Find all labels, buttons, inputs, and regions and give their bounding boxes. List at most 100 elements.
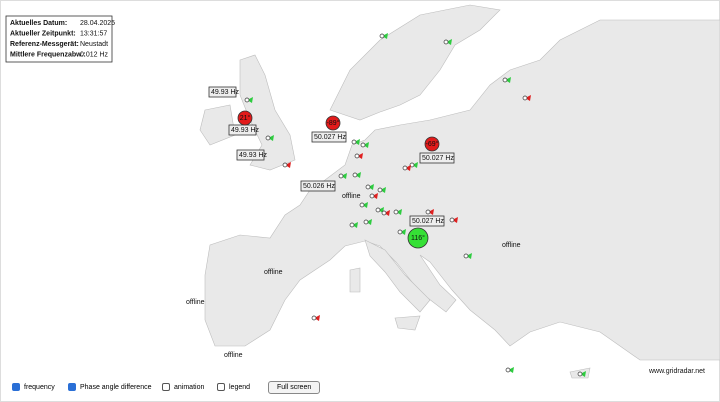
phase-wedge — [247, 97, 253, 103]
phase-circle — [424, 136, 440, 152]
phase-label: 116° — [411, 234, 425, 242]
checkbox[interactable]: animation — [162, 383, 204, 391]
info-value: 13:31:57 — [80, 30, 107, 37]
phase-wedge — [384, 210, 390, 216]
italy — [364, 239, 431, 313]
station-dot — [381, 210, 387, 216]
phase-wedge — [508, 367, 514, 373]
station-dot — [265, 135, 271, 141]
frequency-label: 50.026 Hz — [303, 183, 335, 190]
phase-label: -89° — [327, 119, 340, 127]
frequency-box — [409, 215, 445, 227]
info-rows: Aktuelles Datum: 28.04.2025 Aktueller Zeit… — [10, 20, 115, 59]
phase-wedge — [405, 165, 411, 171]
station-dot — [443, 39, 449, 45]
station-dot — [505, 367, 511, 373]
phase-wedge — [268, 135, 274, 141]
phase-wedge — [412, 162, 418, 168]
frequency-box — [228, 124, 257, 136]
phase-wedge — [400, 229, 406, 235]
phase-wedge — [368, 184, 374, 190]
checkbox-box[interactable] — [68, 383, 76, 391]
sardinia — [349, 267, 361, 293]
footer: www.gridradar.net — [648, 368, 705, 375]
phase-wedge — [466, 253, 472, 259]
stations — [244, 33, 586, 377]
phase-wedge — [428, 209, 434, 215]
info-value: 0.012 Hz — [80, 51, 109, 58]
station-dot — [349, 222, 355, 228]
checkbox-box[interactable] — [162, 383, 170, 391]
phase-label: -69° — [426, 140, 439, 148]
frequency-label: 49.93 Hz — [239, 152, 268, 159]
station-dot — [379, 33, 385, 39]
checkbox-label: legend — [229, 383, 251, 391]
offline-label: offline — [502, 242, 521, 249]
phase-wedge — [396, 209, 402, 215]
station-dot — [393, 209, 399, 215]
station-dot — [502, 77, 508, 83]
phase-wedge — [372, 193, 378, 199]
station-dot — [365, 184, 371, 190]
info-key: Referenz-Messgerät: — [10, 41, 79, 48]
station-dot — [425, 209, 431, 215]
station-dot — [352, 172, 358, 178]
phase-wedge — [352, 222, 358, 228]
station-dot — [244, 97, 250, 103]
info-key: Aktuelles Datum: — [10, 20, 67, 27]
checkbox[interactable]: frequency — [12, 383, 55, 391]
offline-label: offline — [186, 299, 205, 306]
station-dot — [282, 162, 288, 168]
overlay-labels: 49.93 Hz 49.93 Hz 49.93 Hz 50.027 Hz 50.027 … — [186, 86, 521, 359]
phase-wedge — [363, 142, 369, 148]
land — [199, 4, 720, 379]
sicily — [394, 315, 421, 331]
station-dot — [397, 229, 403, 235]
frequency-box — [311, 131, 347, 143]
phase-wedge — [446, 39, 452, 45]
station-dot — [409, 162, 415, 168]
phase-wedge — [382, 33, 388, 39]
phase-wedge — [357, 153, 363, 159]
station-dot — [577, 371, 583, 377]
checkbox-label: frequency — [24, 383, 55, 391]
phase-wedge — [354, 139, 360, 145]
checkbox[interactable]: Phase angle difference — [68, 383, 151, 391]
frequency-label: 49.93 Hz — [231, 127, 260, 134]
station-dot — [351, 139, 357, 145]
mainland — [204, 19, 720, 361]
phase-wedge — [362, 202, 368, 208]
phase-wedge — [580, 371, 586, 377]
frequency-box — [300, 180, 336, 192]
info-key: Aktueller Zeitpunkt: — [10, 30, 76, 37]
info-key: Mittlere Frequenzabw.: — [10, 51, 86, 58]
info-value: 28.04.2025 — [80, 20, 115, 27]
checkbox[interactable]: legend — [217, 383, 250, 391]
station-dot — [463, 253, 469, 259]
phase-circle — [325, 115, 341, 131]
checkbox-box[interactable] — [217, 383, 225, 391]
phase-circle — [237, 110, 253, 126]
station-dot — [338, 173, 344, 179]
station-dot — [449, 217, 455, 223]
station-dot — [359, 202, 365, 208]
ireland — [199, 104, 236, 146]
frequency-box — [419, 152, 455, 164]
offline-label: offline — [224, 352, 243, 359]
frequency-label: 50.027 Hz — [412, 218, 444, 225]
phase-wedge — [525, 95, 531, 101]
station-dot — [311, 315, 317, 321]
station-dot — [377, 187, 383, 193]
info-box — [5, 15, 113, 63]
phase-wedge — [505, 77, 511, 83]
info-value: Neustadt — [80, 41, 108, 48]
offline-label: offline — [264, 269, 283, 276]
station-dot — [360, 142, 366, 148]
station-dot — [402, 165, 408, 171]
fullscreen-button[interactable]: Full screen — [268, 381, 321, 394]
station-dot — [522, 95, 528, 101]
checkbox-box[interactable] — [12, 383, 20, 391]
phase-wedge — [355, 172, 361, 178]
